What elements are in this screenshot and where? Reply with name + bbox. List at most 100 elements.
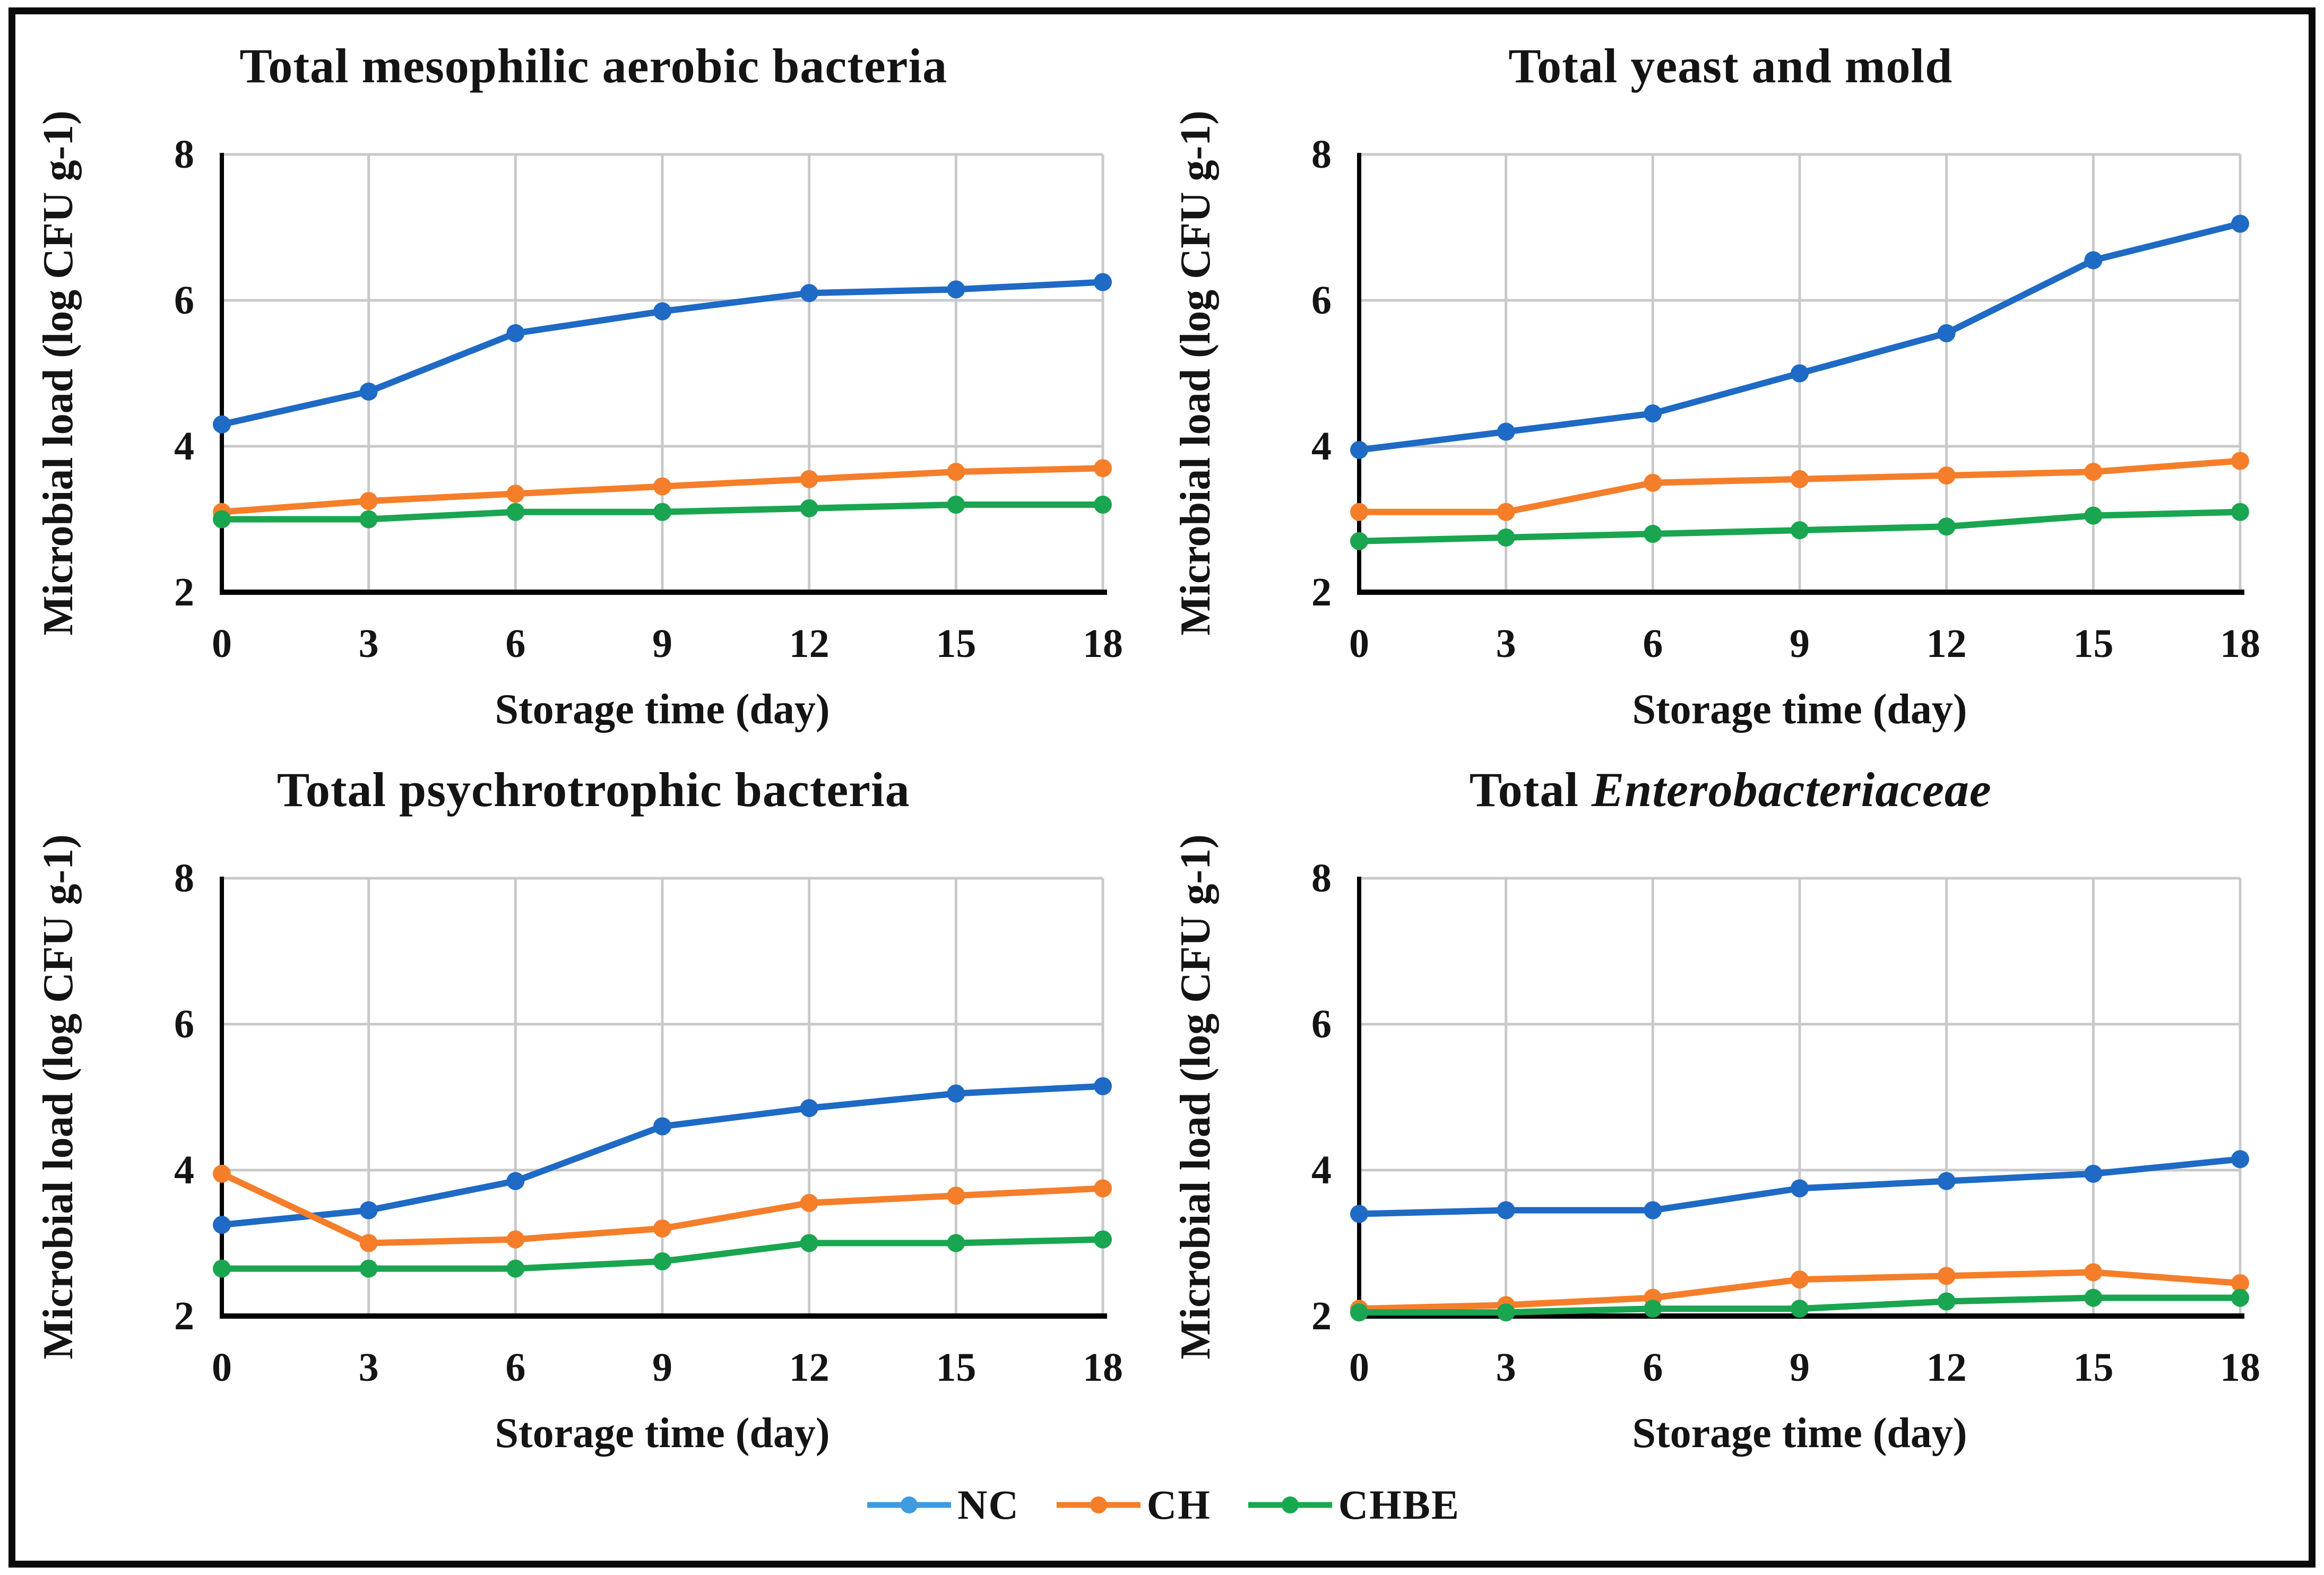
- data-point-chbe: [506, 503, 525, 521]
- y-axis-label: Microbial load (log CFU g-1): [35, 110, 82, 636]
- y-tick-label: 8: [1311, 856, 1332, 901]
- y-tick-label: 2: [1311, 570, 1332, 615]
- data-point-nc: [1937, 1172, 1956, 1190]
- x-tick-label: 9: [1790, 1345, 1810, 1390]
- legend-marker-nc-icon: [867, 1496, 952, 1513]
- x-tick-label: 18: [2220, 621, 2260, 666]
- data-point-ch: [800, 470, 818, 488]
- data-point-nc: [213, 1216, 231, 1234]
- data-point-nc: [1497, 422, 1515, 441]
- data-point-chbe: [800, 1234, 818, 1252]
- line-chart-yeast-mold: Microbial load (log CFU g-1) Storage tim…: [1172, 110, 2260, 733]
- data-point-nc: [2084, 1164, 2103, 1183]
- x-axis-label: Storage time (day): [495, 686, 830, 733]
- chart-title-main: Total yeast and mold: [1508, 39, 1953, 93]
- line-chart-psychrotrophic: Microbial load (log CFU g-1) Storage tim…: [35, 834, 1123, 1457]
- y-axis-label: Microbial load (log CFU g-1): [1172, 834, 1219, 1360]
- chart-title-main: Total psychrotrophic bacteria: [277, 763, 910, 817]
- y-axis-label: Microbial load (log CFU g-1): [1172, 110, 1219, 636]
- chart-panel-enterobacteriaceae: Total Enterobacteriaceae Microbial load …: [1162, 741, 2300, 1465]
- data-point-chbe: [2084, 1288, 2103, 1307]
- x-tick-label: 18: [1083, 1345, 1123, 1390]
- y-tick-label: 4: [174, 1148, 194, 1192]
- data-point-nc: [653, 302, 672, 321]
- data-point-nc: [2231, 1150, 2249, 1169]
- legend-label: NC: [957, 1482, 1020, 1528]
- plot-area: 2 4 6 8 0 3 6 9 12 15 18: [174, 132, 1123, 666]
- x-tick-label: 15: [2073, 621, 2113, 666]
- y-axis-label: Microbial load (log CFU g-1): [35, 834, 82, 1360]
- data-point-nc: [947, 1084, 965, 1103]
- y-tick-label: 6: [1311, 278, 1332, 323]
- line-chart-enterobacteriaceae: Microbial load (log CFU g-1) Storage tim…: [1172, 834, 2260, 1457]
- data-point-chbe: [1094, 1230, 1112, 1249]
- y-tick-label: 2: [174, 570, 194, 615]
- data-point-chbe: [2231, 503, 2249, 521]
- x-tick-label: 12: [1926, 621, 1966, 666]
- data-point-ch: [359, 1234, 378, 1252]
- legend-item-chbe: CHBE: [1245, 1481, 1460, 1529]
- x-tick-label: 6: [506, 621, 526, 666]
- data-point-ch: [1790, 1270, 1809, 1289]
- data-point-ch: [947, 1187, 965, 1205]
- chart-title: Total yeast and mold: [1508, 38, 1952, 94]
- data-point-nc: [800, 1099, 818, 1118]
- data-point-chbe: [1497, 1303, 1515, 1322]
- y-tick-label: 2: [1311, 1294, 1332, 1338]
- data-point-nc: [1644, 404, 1662, 423]
- data-point-chbe: [359, 510, 378, 529]
- data-point-nc: [653, 1117, 672, 1136]
- data-point-nc: [2231, 214, 2249, 233]
- data-point-nc: [1094, 273, 1112, 291]
- x-tick-label: 9: [1790, 621, 1810, 666]
- data-point-ch: [2084, 1263, 2103, 1282]
- data-point-chbe: [653, 503, 672, 521]
- x-tick-label: 0: [212, 1345, 232, 1390]
- data-point-chbe: [2084, 506, 2103, 525]
- legend-marker-ch-icon: [1056, 1496, 1141, 1513]
- data-point-nc: [1497, 1201, 1515, 1219]
- data-point-chbe: [1644, 525, 1662, 543]
- data-point-chbe: [1497, 528, 1515, 547]
- x-tick-label: 0: [1349, 1345, 1369, 1390]
- y-tick-label: 6: [174, 278, 194, 323]
- data-point-ch: [653, 477, 672, 496]
- y-tick-label: 2: [174, 1294, 194, 1338]
- data-point-ch: [1937, 466, 1956, 484]
- data-point-chbe: [1350, 1303, 1368, 1322]
- plot-area: 2 4 6 8 0 3 6 9 12 15 18: [1311, 856, 2260, 1390]
- x-axis-label: Storage time (day): [1632, 686, 1967, 733]
- x-tick-label: 3: [359, 1345, 379, 1390]
- chart-title: Total Enterobacteriaceae: [1470, 761, 1992, 818]
- x-axis-label: Storage time (day): [495, 1410, 830, 1457]
- data-point-chbe: [947, 496, 965, 514]
- x-tick-label: 12: [789, 621, 830, 666]
- data-point-ch: [1094, 1179, 1112, 1198]
- x-tick-label: 12: [1926, 1345, 1966, 1390]
- x-tick-label: 15: [2073, 1345, 2113, 1390]
- y-tick-label: 8: [174, 132, 194, 177]
- chart-title-italic: Enterobacteriaceae: [1591, 763, 1992, 817]
- x-tick-label: 15: [936, 621, 977, 666]
- legend-dot: [901, 1496, 918, 1513]
- data-point-ch: [1644, 473, 1662, 492]
- data-point-chbe: [947, 1234, 965, 1252]
- data-point-chbe: [506, 1259, 525, 1278]
- y-tick-label: 6: [174, 1002, 194, 1046]
- x-axis-label: Storage time (day): [1632, 1410, 1967, 1457]
- data-point-ch: [1790, 470, 1809, 488]
- chart-title-main: Total: [1469, 763, 1592, 817]
- legend-marker-chbe-icon: [1248, 1496, 1332, 1513]
- legend-item-ch: CH: [1053, 1481, 1211, 1529]
- x-tick-label: 15: [936, 1345, 977, 1390]
- data-point-nc: [213, 415, 231, 434]
- y-tick-label: 8: [174, 856, 194, 901]
- legend-label: CH: [1146, 1482, 1211, 1528]
- chart-panel-yeast-mold: Total yeast and mold Microbial load (log…: [1162, 18, 2300, 741]
- x-tick-label: 18: [2220, 1345, 2260, 1390]
- chart-grid: Total mesophilic aerobic bacteria Microb…: [25, 18, 2299, 1561]
- x-tick-label: 6: [1643, 621, 1663, 666]
- data-point-ch: [1350, 503, 1368, 521]
- data-point-ch: [506, 1230, 525, 1249]
- data-point-nc: [2084, 251, 2103, 270]
